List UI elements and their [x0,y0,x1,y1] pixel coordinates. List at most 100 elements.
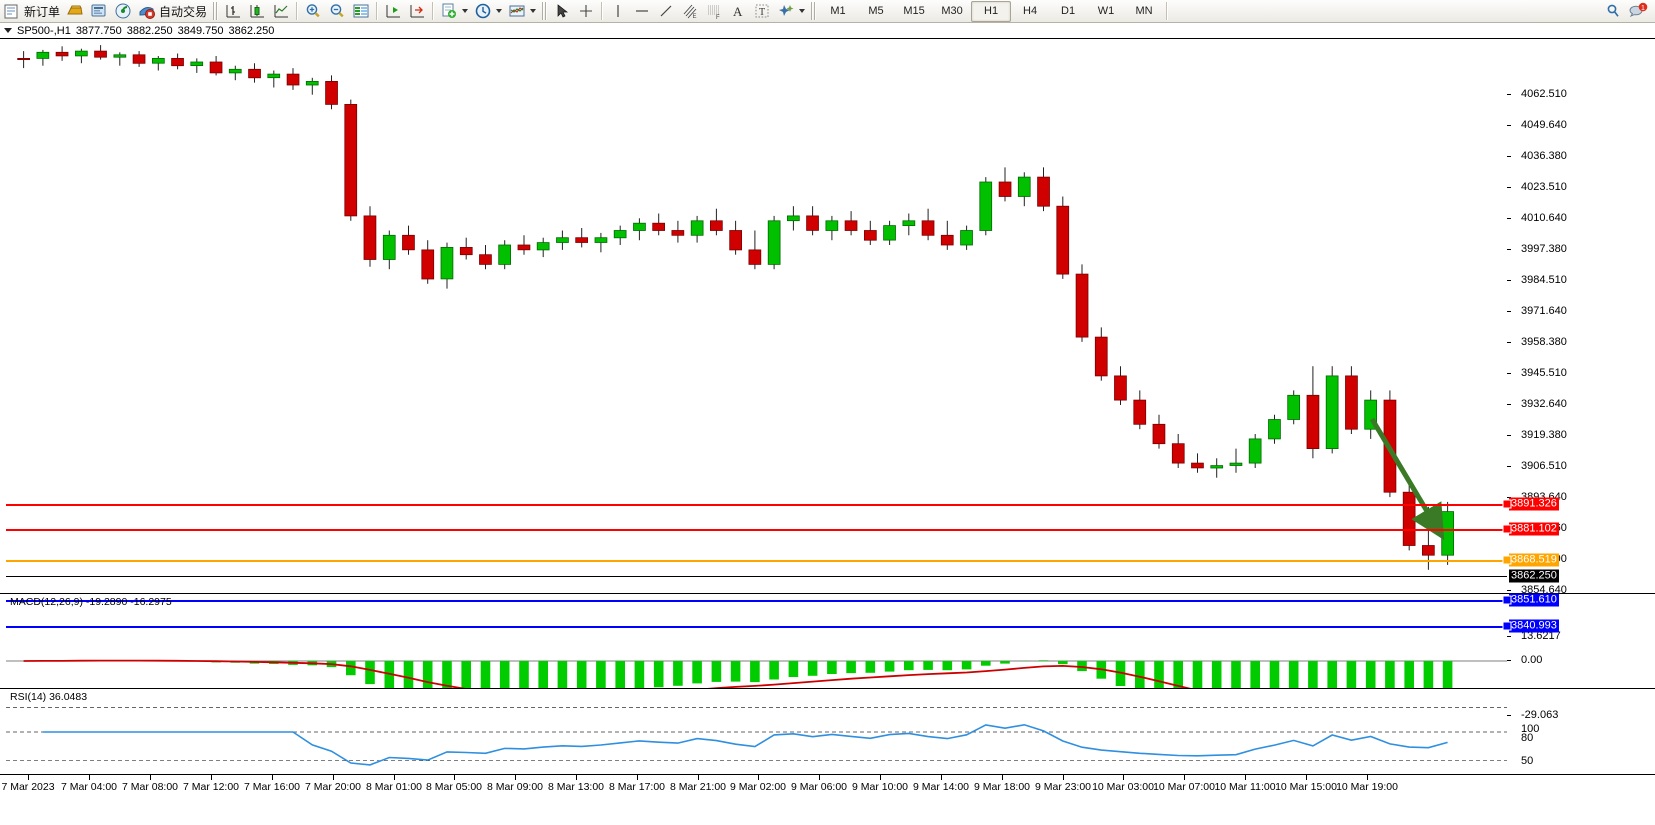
cursor-button[interactable] [550,1,574,21]
price-plot[interactable] [6,39,1507,594]
level-tag-current-price[interactable]: 3862.250 [1509,569,1559,583]
chevron-down-icon-4[interactable] [799,9,806,13]
timeframe-h4[interactable]: H4 [1023,5,1038,17]
svg-text:T: T [759,7,765,18]
macd-pane[interactable]: MACD(12,26,9) -19.2890 -16.2975 [0,593,1655,689]
chevron-down-icon-2[interactable] [496,9,503,13]
zoom-in-button[interactable] [301,1,325,21]
chart-low: 3849.750 [177,24,224,37]
price-tick-label: 4062.510 [1521,88,1567,100]
time-tick [89,775,90,780]
terminal-button[interactable] [87,1,111,21]
level-line-resistance-1[interactable] [6,504,1507,506]
search-button[interactable] [1601,1,1625,21]
toolbar-grip[interactable] [213,2,219,20]
level-tag-support-2[interactable]: 3840.993 [1509,619,1559,633]
macd-plot[interactable] [6,594,1507,689]
auto-scroll-button[interactable] [405,1,429,21]
label-button[interactable]: T [750,1,774,21]
toolbar-grip-3[interactable] [811,2,817,20]
level-tag-resistance-2[interactable]: 3881.102 [1509,522,1559,536]
alerts-button[interactable]: 1 [1625,1,1649,21]
toolbar-grip-2[interactable] [542,2,548,20]
zoom-out-button[interactable] [325,1,349,21]
rsi-pane[interactable]: RSI(14) 36.0483 [0,688,1655,775]
indicators-button[interactable] [505,1,539,21]
time-tick-label: 8 Mar 05:00 [425,781,483,793]
timeframe-mn[interactable]: MN [1135,5,1153,17]
templates-icon [440,2,458,20]
level-tag-support-1[interactable]: 3851.610 [1509,593,1559,607]
chart-shift-button[interactable] [381,1,405,21]
indicators-icon [508,2,526,20]
chart-open: 3877.750 [75,24,122,37]
objects-button[interactable] [774,1,808,21]
time-tick-label: 8 Mar 01:00 [365,781,423,793]
time-tick [941,775,942,780]
timeframe-w1[interactable]: W1 [1097,5,1115,17]
candlestick-chart-button[interactable] [245,1,269,21]
new-order-button[interactable]: 新订单 [0,1,63,21]
auto-trading-label: 自动交易 [159,4,208,19]
horizontal-line-button[interactable] [630,1,654,21]
time-tick [515,775,516,780]
level-line-support-2[interactable] [6,626,1507,628]
auto-trading-button[interactable]: 自动交易 [135,1,210,21]
signals-button[interactable] [111,1,135,21]
level-line-current-price[interactable] [6,576,1507,577]
time-tick-label: 10 Mar 15:00 [1275,781,1337,793]
bar-chart-button[interactable] [221,1,245,21]
timeframe-m5[interactable]: M5 [868,5,884,17]
rsi-plot[interactable] [6,689,1507,775]
vertical-line-button[interactable] [606,1,630,21]
chevron-down-icon-3[interactable] [530,9,537,13]
timeframe-d1[interactable]: D1 [1061,5,1076,17]
price-tick [1507,435,1511,436]
level-handle-entry[interactable] [1502,555,1512,565]
autotrading-icon [138,2,156,20]
period-button[interactable] [471,1,505,21]
level-handle-resistance-2[interactable] [1502,524,1512,534]
gold-bar-button[interactable] [63,1,87,21]
time-tick-label: 10 Mar 11:00 [1214,781,1276,793]
equidistant-channel-button[interactable]: E [678,1,702,21]
price-tick [1507,342,1511,343]
time-tick [1002,775,1003,780]
rsi-tick-label: 50 [1521,755,1534,767]
text-button[interactable]: A [726,1,750,21]
timeframe-m30[interactable]: M30 [941,5,963,17]
level-line-resistance-2[interactable] [6,529,1507,531]
trendline-button[interactable] [654,1,678,21]
macd-tick [1507,636,1511,637]
time-tick-label: 9 Mar 14:00 [912,781,970,793]
chevron-down-icon[interactable] [462,9,469,13]
macd-tick-label: 13.6217 [1521,630,1561,642]
chart-close: 3862.250 [228,24,275,37]
data-window-button[interactable] [349,1,373,21]
level-handle-resistance-1[interactable] [1502,499,1512,509]
candlestick-icon [248,2,266,20]
templates-button[interactable] [437,1,471,21]
time-tick-label: 8 Mar 21:00 [669,781,727,793]
level-handle-support-1[interactable] [1502,595,1512,605]
crosshair-button[interactable] [574,1,598,21]
trend-arrow-annotation[interactable] [1364,411,1454,546]
time-axis[interactable]: 7 Mar 2023 7 Mar 04:00 7 Mar 08:00 7 Mar 12… [0,774,1655,825]
price-pane[interactable] [0,38,1655,594]
level-handle-support-2[interactable] [1502,621,1512,631]
main-toolbar: 新订单 [0,0,1655,23]
level-line-support-1[interactable] [6,600,1507,602]
level-line-entry[interactable] [6,560,1507,562]
level-tag-entry[interactable]: 3868.519 [1509,553,1559,567]
macd-label: MACD(12,26,9) -19.2890 -16.2975 [10,596,172,608]
timeframe-h1[interactable]: H1 [971,0,1012,22]
chart-menu-triangle-icon[interactable] [4,28,12,33]
line-chart-button[interactable] [269,1,293,21]
fibonacci-button[interactable]: F [702,1,726,21]
chart-canvas[interactable]: MACD(12,26,9) -19.2890 -16.2975 RSI(14) … [0,38,1655,825]
equidistant-icon: E [681,2,699,20]
level-tag-resistance-1[interactable]: 3891.326 [1509,497,1559,511]
timeframe-m15[interactable]: M15 [903,5,925,17]
timeframe-m1[interactable]: M1 [830,5,846,17]
macd-tick-label: 0.00 [1521,654,1543,666]
